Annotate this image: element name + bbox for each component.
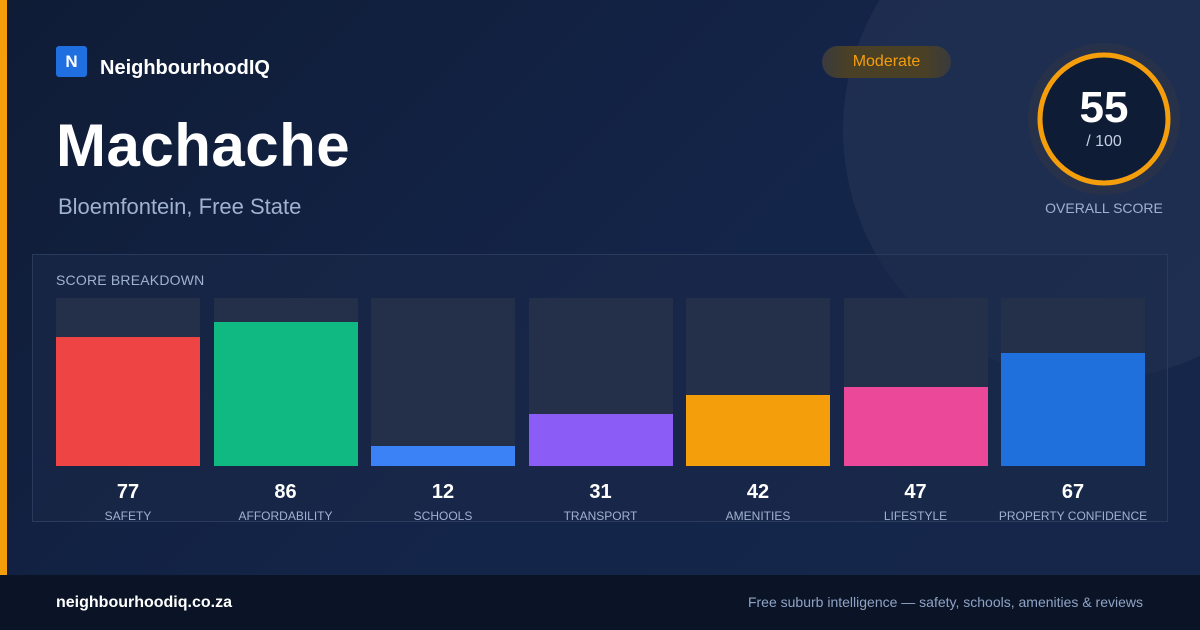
bar-amenities [686, 395, 830, 466]
bar-label-transport: TRANSPORT [563, 509, 638, 523]
bar-track-affordability [213, 298, 358, 466]
bar-track-safety [56, 298, 200, 466]
accent-bar [0, 0, 7, 575]
suburb-location: Bloemfontein, Free State [58, 194, 302, 219]
bar-affordability [213, 321, 358, 466]
footer [0, 575, 1200, 630]
footer-url[interactable]: neighbourhoodiq.co.za [56, 594, 232, 611]
footer-tagline: Free suburb intelligence — safety, schoo… [747, 594, 1143, 610]
overall-score-value: 55 [1079, 83, 1129, 132]
bar-value-schools: 12 [431, 481, 455, 503]
bar-schools [371, 445, 515, 466]
bar-label-amenities: AMENITIES [725, 509, 791, 523]
bar-value-property-confidence: 67 [1061, 481, 1085, 503]
overall-score-max: / 100 [1086, 133, 1122, 150]
bar-value-lifestyle: 47 [904, 481, 927, 503]
logo-letter: N [65, 51, 78, 71]
bar-label-schools: SCHOOLS [413, 509, 473, 523]
rating-badge: Moderate [822, 46, 951, 78]
bar-track-property-confidence [1001, 298, 1145, 466]
bar-track-transport [528, 298, 673, 466]
bar-track-lifestyle [843, 298, 988, 466]
score-breakdown-title: SCORE BREAKDOWN [56, 272, 205, 288]
bar-value-affordability: 86 [274, 481, 297, 503]
bar-value-transport: 31 [589, 481, 612, 503]
bar-value-amenities: 42 [746, 481, 770, 503]
score-ring [1028, 43, 1180, 195]
logo-icon: N [56, 46, 87, 77]
bar-transport [528, 413, 673, 466]
bar-value-safety: 77 [116, 481, 140, 503]
bar-label-affordability: AFFORDABILITY [238, 509, 333, 523]
bar-track-schools [371, 298, 515, 466]
bar-property-confidence [1001, 353, 1145, 466]
bar-lifestyle [843, 387, 988, 466]
bar-label-safety: SAFETY [104, 509, 152, 523]
bar-label-lifestyle: LIFESTYLE [883, 509, 948, 523]
brand-name: NeighbourhoodIQ [100, 57, 270, 79]
bar-label-property-confidence: PROPERTY CONFIDENCE [998, 509, 1148, 523]
overall-score-label: OVERALL SCORE [1045, 200, 1163, 216]
bar-safety [56, 336, 200, 466]
bar-track-amenities [686, 298, 830, 466]
score-ring-progress [1037, 52, 1171, 186]
suburb-title: Machache [56, 112, 351, 179]
